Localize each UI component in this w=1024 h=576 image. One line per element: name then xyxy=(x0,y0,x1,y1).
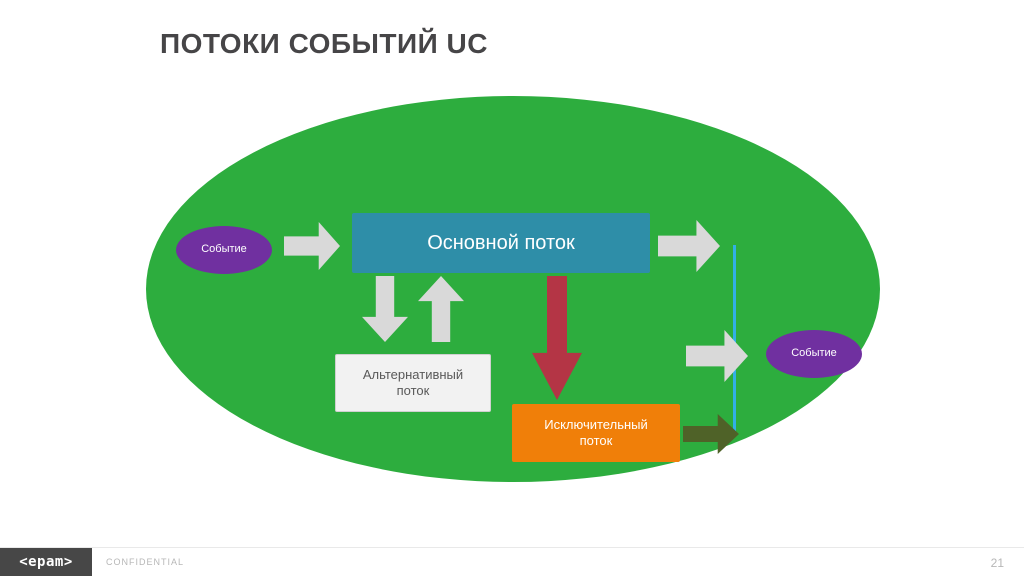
node-alt-flow: Альтернативный поток xyxy=(335,354,491,412)
arrow-a-main-out xyxy=(658,220,720,272)
arrow-a-alt-up-main xyxy=(418,276,464,342)
diagram-stage: Событие Основной поток Альтернативный пото… xyxy=(0,0,1024,576)
arrow-a-blue-right xyxy=(686,330,748,382)
brand-logo: <epam> xyxy=(0,548,92,576)
node-label: Исключительный поток xyxy=(538,417,654,448)
arrow-a-exc-right xyxy=(683,414,739,454)
node-label: Основной поток xyxy=(421,231,581,255)
arrow-a-main-down-alt xyxy=(362,276,408,342)
node-main-flow: Основной поток xyxy=(352,213,650,273)
node-label: Альтернативный поток xyxy=(357,367,469,398)
node-event-in: Событие xyxy=(176,226,272,274)
confidential-label: CONFIDENTIAL xyxy=(106,557,184,567)
footer-bar: <epam> CONFIDENTIAL xyxy=(0,547,1024,576)
node-exc-flow: Исключительный поток xyxy=(512,404,680,462)
node-event-out: Событие xyxy=(766,330,862,378)
arrow-a-in-main xyxy=(284,222,340,270)
node-label: Событие xyxy=(195,243,253,256)
arrow-a-main-down-exc xyxy=(532,276,582,400)
node-label: Событие xyxy=(785,347,843,360)
page-number: 21 xyxy=(991,556,1004,570)
